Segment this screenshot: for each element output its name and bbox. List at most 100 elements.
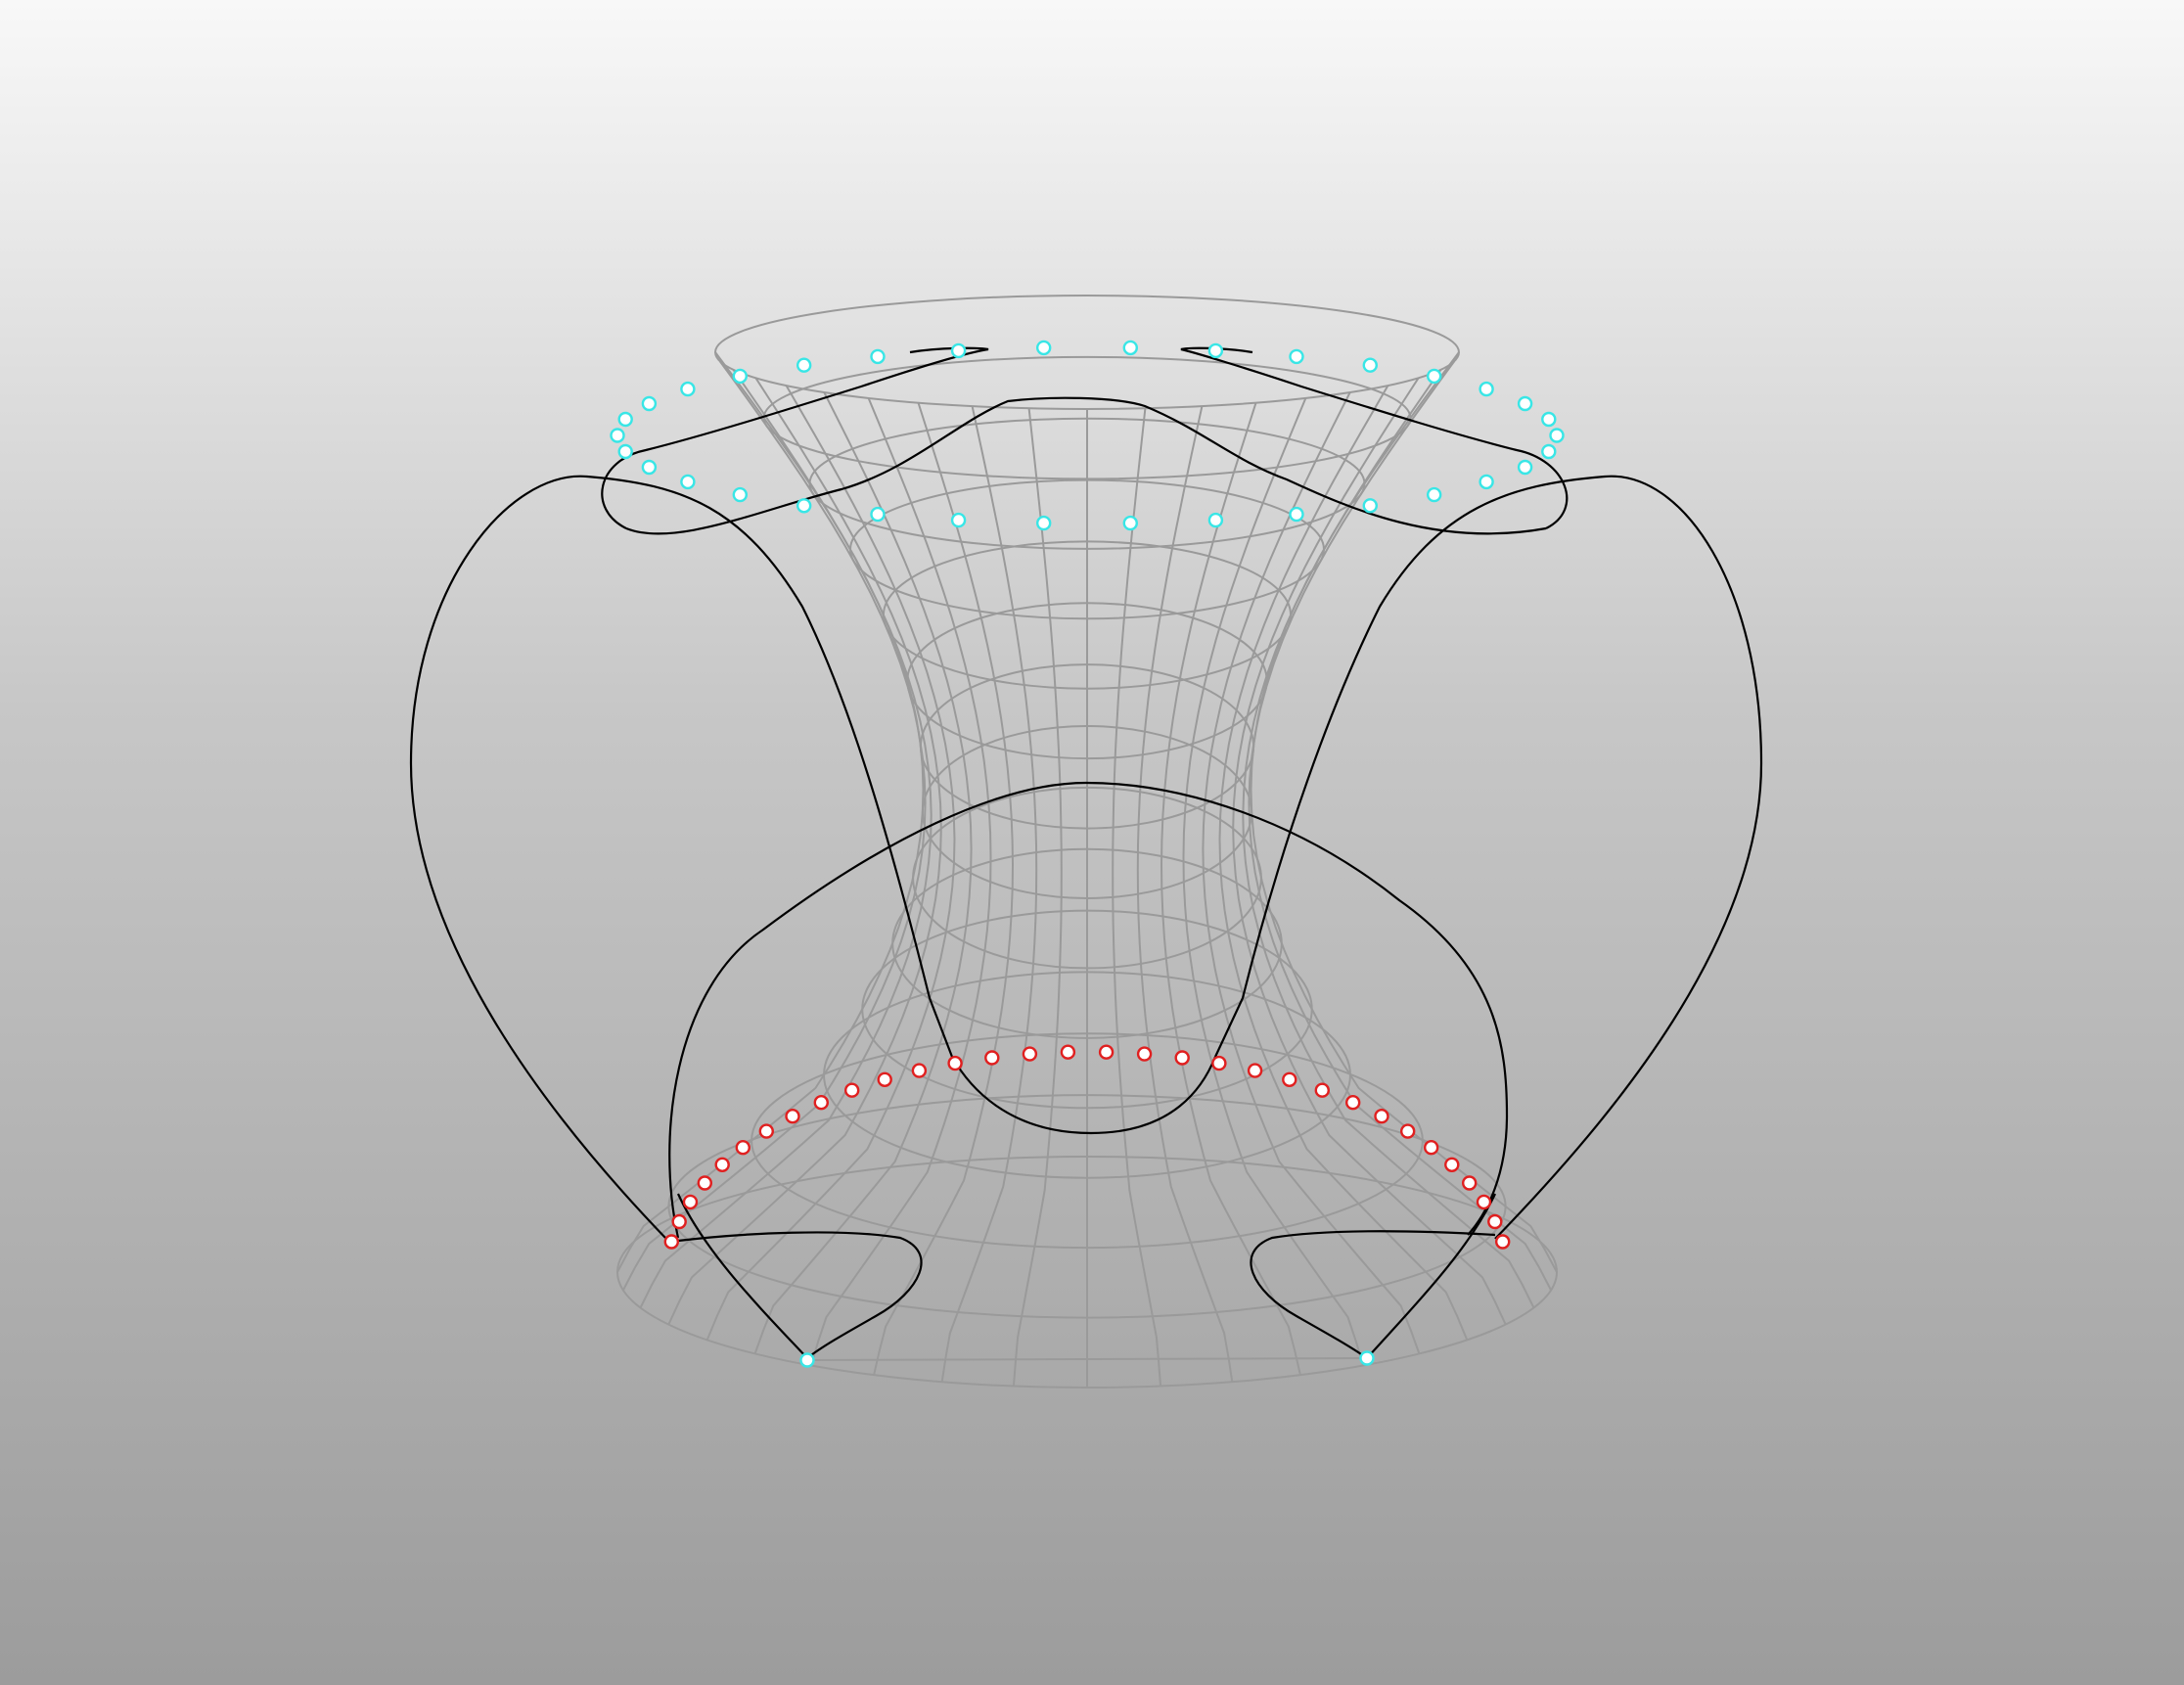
bottom-rim-control-point[interactable]: [1444, 1157, 1460, 1173]
mesh-meridian: [1112, 408, 1162, 1387]
bottom-rim-control-point[interactable]: [697, 1175, 712, 1191]
top-rim-control-point[interactable]: [1035, 340, 1052, 356]
top-rim-control-point[interactable]: [870, 506, 886, 523]
bottom-rim-control-point[interactable]: [1211, 1055, 1227, 1071]
bottom-rim-control-point[interactable]: [735, 1139, 751, 1156]
top-rim-control-point[interactable]: [1289, 348, 1304, 365]
top-rim-control-point[interactable]: [796, 498, 812, 514]
top-rim-control-point[interactable]: [617, 443, 633, 460]
nurbs-curves: [409, 346, 1763, 1359]
mesh-meridian: [667, 377, 942, 1326]
bottom-rim-control-point[interactable]: [663, 1234, 679, 1250]
top-rim-control-point[interactable]: [1207, 342, 1224, 359]
mesh-meridian: [1136, 405, 1234, 1383]
top-rim-control-point[interactable]: [1426, 368, 1442, 385]
bottom-rim-control-point[interactable]: [947, 1055, 963, 1071]
mesh-meridian: [753, 391, 973, 1354]
bottom-rim-control-point[interactable]: [1314, 1082, 1331, 1098]
top-rim-control-point[interactable]: [617, 411, 633, 428]
top-rim-control-point[interactable]: [641, 459, 658, 476]
bottom-rim-control-point[interactable]: [1022, 1046, 1038, 1062]
left-rim-lobe-curve[interactable]: [601, 346, 989, 529]
bottom-rim-control-point[interactable]: [714, 1157, 730, 1173]
bottom-rim-control-point[interactable]: [911, 1063, 928, 1078]
bottom-rim-control-points: [663, 1044, 1511, 1250]
bottom-rim-control-point[interactable]: [1494, 1234, 1511, 1250]
right-base-tail-curve[interactable]: [1366, 1193, 1496, 1359]
top-rim-control-point[interactable]: [1289, 506, 1304, 523]
top-rim-control-points: [610, 340, 1565, 531]
mesh-meridian: [940, 405, 1038, 1383]
base-anchor-point[interactable]: [1359, 1350, 1375, 1366]
right-rim-lobe-curve[interactable]: [1180, 346, 1569, 529]
top-rim-control-point[interactable]: [1479, 474, 1494, 490]
bottom-rim-control-point[interactable]: [844, 1082, 860, 1098]
mesh-meridian: [1248, 360, 1552, 1291]
mesh-meridian: [1218, 385, 1469, 1341]
top-rim-control-point[interactable]: [1122, 340, 1139, 356]
bottom-rim-control-point[interactable]: [1399, 1123, 1416, 1139]
bottom-rim-control-point[interactable]: [682, 1194, 699, 1210]
top-rim-control-point[interactable]: [1541, 411, 1557, 428]
bottom-rim-control-point[interactable]: [1461, 1175, 1478, 1191]
left-foot-loop-curve[interactable]: [677, 1231, 923, 1359]
right-foot-loop-curve[interactable]: [1250, 1230, 1496, 1359]
top-rim-control-point[interactable]: [1517, 395, 1533, 412]
left-base-tail-curve[interactable]: [676, 1193, 808, 1359]
mesh-meridian: [639, 369, 933, 1308]
bottom-rim-control-point[interactable]: [1476, 1194, 1492, 1210]
bottom-rim-control-point[interactable]: [758, 1123, 774, 1139]
mesh-meridian: [622, 360, 927, 1291]
top-rim-control-point[interactable]: [870, 348, 886, 365]
bottom-rim-control-point[interactable]: [1282, 1071, 1297, 1088]
bottom-rim-control-point[interactable]: [1374, 1108, 1389, 1124]
mesh-base-edge: [806, 1357, 1368, 1361]
top-rim-control-point[interactable]: [1207, 512, 1224, 528]
top-rim-control-point[interactable]: [1362, 357, 1379, 373]
top-rim-control-point[interactable]: [1362, 498, 1379, 514]
top-rim-control-point[interactable]: [641, 395, 658, 412]
bottom-rim-control-point[interactable]: [1060, 1044, 1076, 1060]
top-rim-control-point[interactable]: [610, 428, 625, 443]
bottom-rim-control-point[interactable]: [1423, 1139, 1439, 1156]
mesh-meridian: [1160, 402, 1301, 1376]
top-rim-control-point[interactable]: [732, 486, 748, 503]
mesh-meridian: [1182, 397, 1365, 1366]
top-rim-control-point[interactable]: [1541, 443, 1557, 460]
top-rim-control-point[interactable]: [1426, 486, 1442, 503]
bottom-rim-control-point[interactable]: [671, 1213, 687, 1230]
mesh-meridian: [809, 397, 992, 1366]
base-anchor-points: [799, 1350, 1375, 1368]
top-rim-control-point[interactable]: [1479, 381, 1494, 397]
top-rim-control-point[interactable]: [1122, 515, 1139, 531]
left-outer-loop-curve[interactable]: [409, 475, 954, 1239]
mesh-meridian: [705, 385, 956, 1341]
bottom-rim-control-point[interactable]: [785, 1108, 800, 1124]
bottom-rim-control-point[interactable]: [984, 1050, 1000, 1066]
bottom-rim-control-point[interactable]: [813, 1094, 829, 1111]
top-rim-control-point[interactable]: [950, 512, 967, 528]
mesh-ring: [714, 295, 1460, 410]
bottom-rim-control-point[interactable]: [1247, 1063, 1263, 1078]
top-center-arc-curve[interactable]: [625, 396, 1547, 535]
bottom-rim-control-point[interactable]: [1098, 1044, 1115, 1060]
top-rim-control-point[interactable]: [680, 381, 696, 397]
top-rim-control-point[interactable]: [796, 357, 812, 373]
bottom-rim-control-point[interactable]: [1136, 1046, 1153, 1062]
bottom-rim-control-point[interactable]: [877, 1071, 892, 1088]
bottom-rim-control-point[interactable]: [1487, 1213, 1503, 1230]
right-outer-loop-curve[interactable]: [1214, 475, 1763, 1240]
bottom-rim-control-point[interactable]: [1174, 1050, 1190, 1066]
top-rim-control-point[interactable]: [680, 474, 696, 490]
middle-saddle-curve[interactable]: [668, 781, 1509, 1239]
bottom-center-arc-curve[interactable]: [951, 1056, 1217, 1135]
top-rim-control-point[interactable]: [1517, 459, 1533, 476]
base-anchor-point[interactable]: [799, 1352, 815, 1368]
top-rim-control-point[interactable]: [950, 342, 967, 359]
top-rim-control-point[interactable]: [1035, 515, 1052, 531]
top-rim-control-point[interactable]: [1549, 428, 1565, 443]
top-rim-control-point[interactable]: [732, 368, 748, 385]
bottom-rim-control-point[interactable]: [1344, 1094, 1361, 1111]
